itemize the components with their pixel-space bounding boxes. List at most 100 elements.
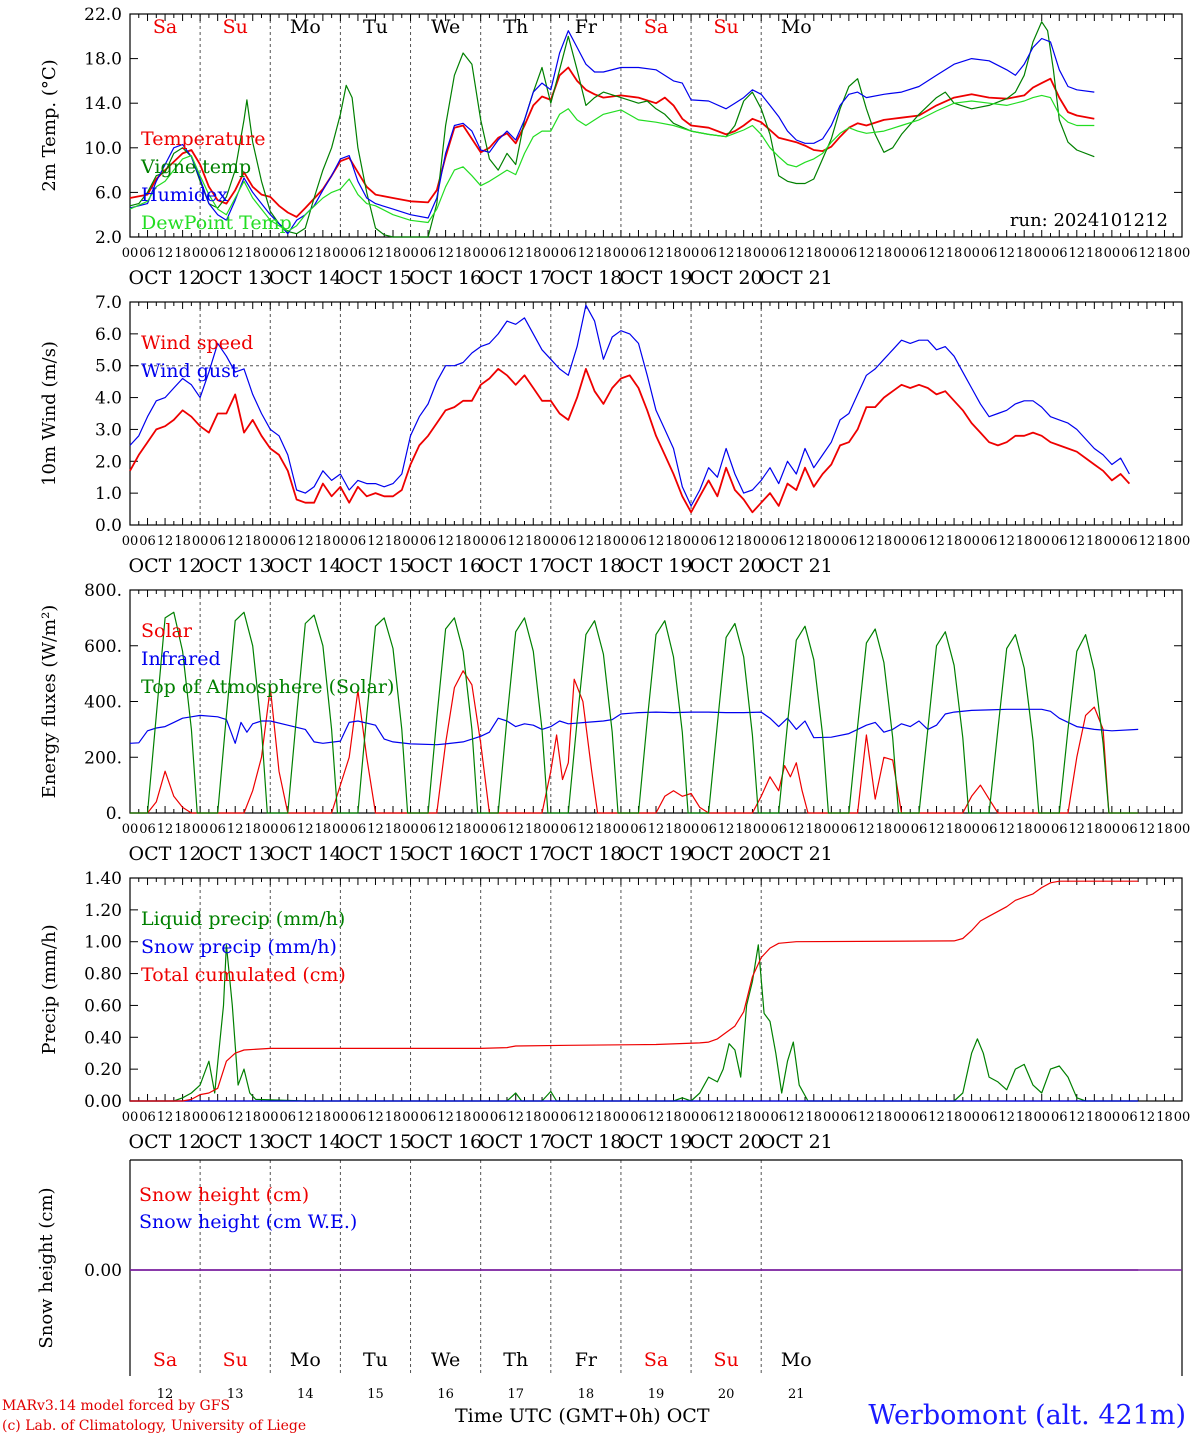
hour-tick-label: 00 [262,534,279,549]
date-label: OCT 13 [199,267,272,289]
hour-tick-label: 18 [174,534,191,549]
hour-tick-label: 00 [543,822,560,837]
hour-tick-label: 12 [858,246,875,261]
hour-tick-label: 00 [683,822,700,837]
series-line [129,66,1095,218]
y-tick-label: 0.80 [84,965,122,985]
hour-tick-label: 12 [227,1110,244,1125]
day-number: 19 [648,1387,665,1402]
date-label: OCT 18 [549,555,622,577]
date-label: OCT 20 [690,555,763,577]
y-tick-label: 800. [84,581,122,601]
hour-tick-label: 00 [192,246,209,261]
weekday-label: Fr [575,16,598,38]
hour-tick-label: 06 [420,246,437,261]
hour-tick-label: 00 [1174,246,1191,261]
hour-tick-label: 06 [350,1110,367,1125]
hour-tick-label: 06 [139,534,156,549]
hour-tick-label: 12 [507,1110,524,1125]
hour-tick-label: 12 [718,822,735,837]
series-line [130,670,1139,814]
hour-tick-label: 18 [1086,1110,1103,1125]
legend-entry: Snow height (cm) [139,1184,309,1206]
y-tick-label: 6.0 [95,325,122,345]
hour-tick-label: 18 [174,1110,191,1125]
lab-credit: (c) Lab. of Climatology, University of L… [2,1418,307,1434]
series-line [129,708,1139,746]
hour-tick-label: 00 [262,1110,279,1125]
hour-tick-label: 18 [385,534,402,549]
hour-tick-label: 12 [297,246,314,261]
hour-tick-label: 06 [1051,822,1068,837]
hour-tick-label: 06 [1051,1110,1068,1125]
hour-tick-label: 18 [385,1110,402,1125]
hour-tick-label: 06 [911,246,928,261]
day-number: 17 [507,1387,524,1402]
date-label: OCT 19 [619,267,692,289]
hour-tick-label: 12 [928,246,945,261]
hour-tick-label: 18 [595,534,612,549]
y-tick-label: 5.0 [95,357,122,377]
legend-entry: DewPoint Temp [141,212,292,234]
weekday-label-bottom: We [431,1349,460,1371]
hour-tick-label: 00 [1104,534,1121,549]
hour-tick-label: 18 [1016,246,1033,261]
hour-tick-label: 18 [595,246,612,261]
hour-tick-label: 12 [297,534,314,549]
hour-tick-label: 12 [788,1110,805,1125]
hour-tick-label: 18 [1156,822,1173,837]
hour-tick-label: 06 [490,822,507,837]
legend-entry: Infrared [141,648,221,670]
hour-tick-label: 00 [1104,822,1121,837]
y-tick-label: 7.0 [95,293,122,313]
hour-tick-label: 12 [578,822,595,837]
hour-tick-label: 06 [770,246,787,261]
hour-tick-label: 18 [315,534,332,549]
hour-tick-label: 06 [560,822,577,837]
hour-tick-label: 00 [192,1110,209,1125]
y-tick-label: 22.0 [84,5,122,25]
hour-tick-label: 12 [1069,534,1086,549]
hour-tick-label: 18 [876,534,893,549]
hour-tick-label: 00 [753,822,770,837]
hour-tick-label: 12 [297,1110,314,1125]
hour-tick-label: 18 [1016,534,1033,549]
hour-tick-label: 06 [911,1110,928,1125]
hour-tick-label: 06 [420,822,437,837]
weekday-label-bottom: Mo [781,1349,812,1371]
y-axis-title: 10m Wind (m/s) [39,341,60,486]
date-label: OCT 20 [690,843,763,865]
hour-tick-label: 18 [455,534,472,549]
date-label: OCT 20 [690,267,763,289]
hour-tick-label: 06 [1121,246,1138,261]
hour-tick-label: 00 [823,1110,840,1125]
hour-tick-label: 18 [665,822,682,837]
hour-tick-label: 00 [1104,246,1121,261]
series-line [129,367,1131,514]
hour-tick-label: 12 [437,534,454,549]
hour-tick-label: 18 [806,822,823,837]
weekday-label-bottom: Su [223,1349,248,1371]
hour-tick-label: 00 [613,246,630,261]
y-tick-label: 6.0 [95,183,122,203]
hour-tick-label: 18 [595,1110,612,1125]
y-tick-label: 18.0 [84,50,122,70]
date-label: OCT 13 [199,1131,272,1153]
hour-tick-label: 12 [718,1110,735,1125]
hour-tick-label: 18 [806,1110,823,1125]
hour-tick-label: 00 [823,822,840,837]
hour-tick-label: 18 [735,1110,752,1125]
hour-tick-label: 00 [472,822,489,837]
date-label: OCT 17 [479,843,552,865]
hour-tick-label: 00 [963,1110,980,1125]
hour-tick-label: 18 [455,1110,472,1125]
hour-tick-label: 18 [455,246,472,261]
hour-tick-label: 00 [823,246,840,261]
date-label: OCT 16 [409,1131,482,1153]
weekday-label-bottom: Fr [575,1349,598,1371]
legend-entry: Liquid precip (mm/h) [141,908,345,930]
hour-tick-label: 12 [1139,822,1156,837]
date-label: OCT 16 [409,267,482,289]
hour-tick-label: 06 [1121,822,1138,837]
hour-tick-label: 06 [280,246,297,261]
